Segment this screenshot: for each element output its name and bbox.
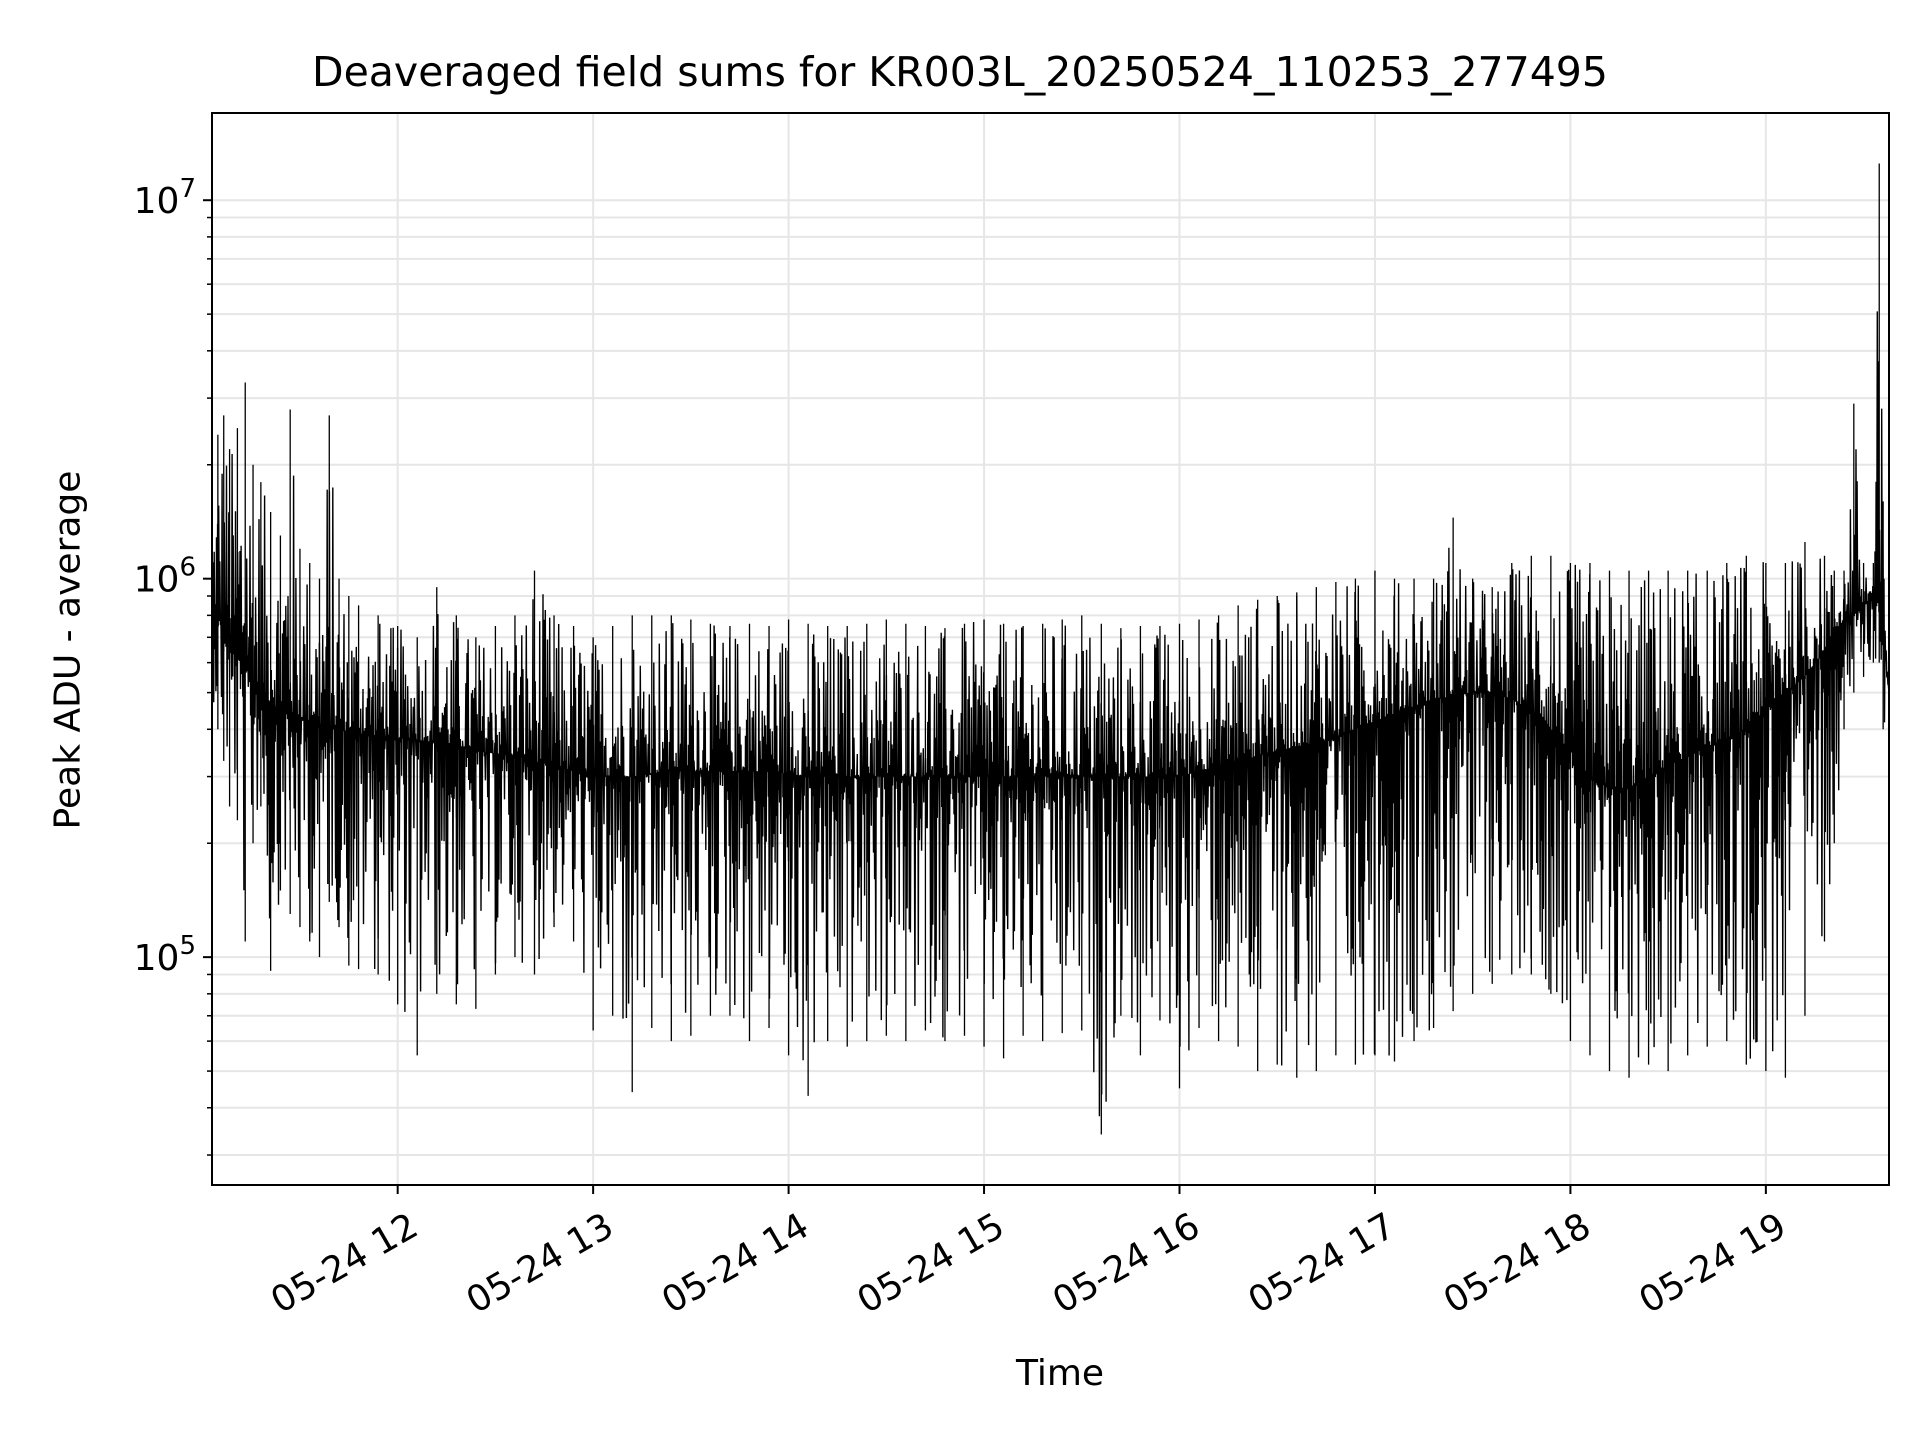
series-line (211, 311, 1890, 1117)
x-tick-label: 05-24 19 (1632, 1205, 1793, 1321)
x-tick-label: 05-24 12 (264, 1205, 425, 1321)
x-tick-label: 05-24 16 (1046, 1205, 1207, 1321)
x-tick-label: 05-24 14 (655, 1205, 816, 1321)
x-axis-label: Time (1015, 1353, 1105, 1394)
series-deaveraged-field-sums (211, 163, 1890, 1135)
y-axis: 105 106 107 (134, 174, 212, 1156)
x-tick-label: 05-24 17 (1242, 1205, 1403, 1321)
chart-title: Deaveraged field sums for KR003L_2025052… (312, 48, 1608, 96)
x-tick-label: 05-24 13 (460, 1205, 621, 1321)
y-tick-label: 105 (134, 931, 196, 979)
grid (212, 113, 1889, 1185)
plot-frame (211, 112, 1890, 1186)
x-tick-label: 05-24 18 (1437, 1205, 1598, 1321)
y-tick-label: 106 (134, 553, 196, 601)
x-tick-label: 05-24 15 (851, 1205, 1012, 1321)
y-axis-label: Peak ADU - average (47, 470, 89, 830)
y-tick-label: 107 (134, 174, 196, 222)
x-axis: 05-24 12 05-24 13 05-24 14 05-24 15 05-24 16… (264, 1185, 1793, 1322)
